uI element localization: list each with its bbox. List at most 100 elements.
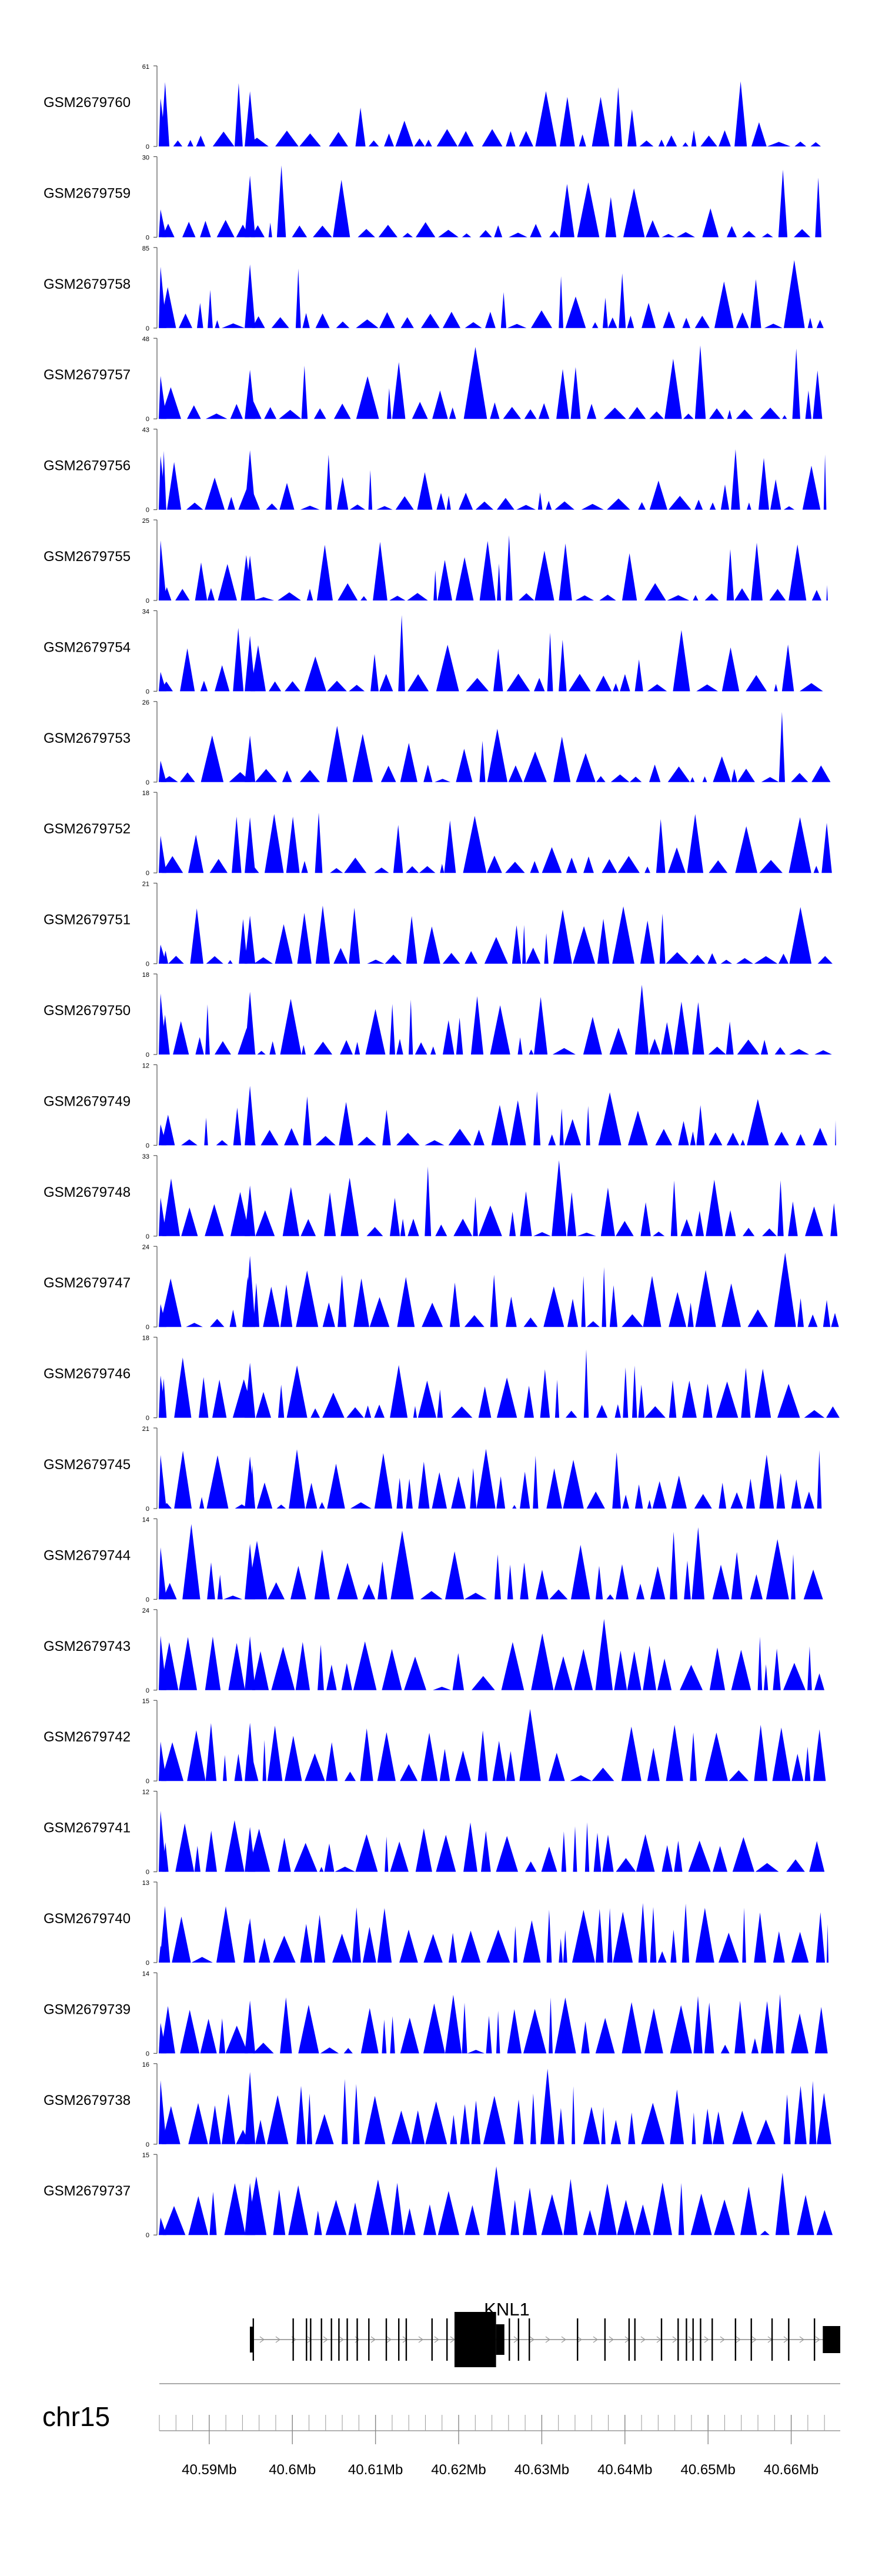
y-min-label: 0 (146, 234, 149, 241)
strand-arrow (799, 2336, 804, 2343)
coverage-peak (245, 1918, 256, 1963)
strand-arrow (434, 2336, 439, 2343)
track-label: GSM2679744 (44, 1547, 131, 1563)
strand-arrow (751, 2336, 757, 2343)
coverage-area (159, 81, 821, 146)
track-label: GSM2679743 (44, 1639, 131, 1654)
track-GSM2679746: GSM2679746 18 0 (44, 1335, 840, 1422)
track-label: GSM2679749 (44, 1093, 131, 1109)
y-min-label: 0 (146, 1142, 149, 1149)
strand-arrow (815, 2336, 820, 2343)
coverage-peak (245, 992, 256, 1055)
coverage-area (159, 1449, 822, 1509)
gene-exon (604, 2318, 606, 2361)
y-max-label: 61 (142, 64, 149, 71)
strand-arrow (307, 2336, 312, 2343)
y-max-label: 18 (142, 790, 149, 797)
strand-arrow (640, 2336, 646, 2343)
coverage-peak (159, 376, 166, 419)
coverage-peak (159, 1375, 166, 1418)
gene-exon (692, 2318, 694, 2361)
coverage-peak (159, 993, 166, 1055)
x-tick-label: 40.64Mb (597, 2462, 652, 2478)
gene-exon (577, 2318, 579, 2361)
coverage-peak (245, 1363, 256, 1418)
track-GSM2679740: GSM2679740 13 0 (44, 1880, 828, 1967)
coverage-peak (245, 2000, 256, 2054)
strand-arrow (418, 2336, 423, 2343)
track-label: GSM2679745 (44, 1457, 131, 1473)
coverage-area (159, 1253, 839, 1327)
gene-exon (330, 2318, 332, 2361)
gene-exon (634, 2318, 636, 2361)
strand-arrow (370, 2336, 376, 2343)
strand-arrow (736, 2336, 741, 2343)
strand-arrow (259, 2336, 265, 2343)
y-min-label: 0 (146, 1596, 149, 1603)
coverage-area (159, 1091, 836, 1146)
x-tick-label: 40.62Mb (431, 2462, 486, 2478)
y-max-label: 18 (142, 972, 149, 979)
coverage-area (159, 535, 828, 600)
gene-exon (249, 2327, 253, 2353)
track-GSM2679739: GSM2679739 14 0 (44, 1970, 830, 2057)
coverage-peak (159, 209, 166, 238)
track-label: GSM2679741 (44, 1820, 131, 1836)
y-max-label: 18 (142, 1335, 149, 1342)
gene-exon (446, 2318, 448, 2361)
y-max-label: 85 (142, 245, 149, 252)
y-max-label: 14 (142, 1970, 149, 1977)
track-label: GSM2679747 (44, 1275, 131, 1291)
x-tick-label: 40.6Mb (269, 2462, 316, 2478)
strand-arrow (275, 2336, 280, 2343)
coverage-area (159, 1349, 840, 1418)
strand-arrow (529, 2336, 534, 2343)
track-GSM2679760: GSM2679760 61 0 (44, 64, 821, 151)
coverage-peak (159, 456, 166, 510)
y-max-label: 24 (142, 1244, 149, 1251)
coverage-peak (245, 1827, 256, 1872)
coverage-peak (245, 817, 256, 873)
gene-exon (320, 2318, 322, 2361)
track-GSM2679757: GSM2679757 48 0 (44, 336, 826, 423)
coverage-area (159, 1903, 828, 1963)
x-tick-label: 40.61Mb (348, 2462, 403, 2478)
y-min-label: 0 (146, 1687, 149, 1694)
strand-arrow (593, 2336, 598, 2343)
coverage-peak (159, 2217, 166, 2235)
track-GSM2679747: GSM2679747 24 0 (44, 1244, 839, 1331)
coverage-peak (159, 1741, 166, 1781)
track-GSM2679745: GSM2679745 21 0 (44, 1426, 822, 1513)
gene-exon (734, 2318, 737, 2361)
y-max-label: 15 (142, 2152, 149, 2159)
y-max-label: 26 (142, 699, 149, 706)
gene-exon (823, 2326, 840, 2353)
coverage-peak (159, 540, 166, 600)
gene-exon (346, 2318, 348, 2361)
gene-exon (750, 2318, 752, 2361)
coverage-peak (159, 945, 166, 964)
gene-exon (628, 2318, 630, 2361)
coverage-area (159, 449, 827, 510)
coverage-peak (245, 1456, 256, 1509)
y-min-label: 0 (146, 598, 149, 605)
y-min-label: 0 (146, 688, 149, 695)
track-GSM2679756: GSM2679756 43 0 (44, 427, 827, 514)
coverage-peak (159, 1304, 166, 1327)
gene-exon (677, 2318, 679, 2361)
gene-exon (517, 2318, 520, 2361)
track-label: GSM2679756 (44, 458, 131, 474)
track-label: GSM2679754 (44, 639, 131, 655)
y-min-label: 0 (146, 870, 149, 877)
gene-exon (813, 2318, 816, 2361)
coverage-peak (245, 636, 256, 692)
track-GSM2679741: GSM2679741 12 0 (44, 1789, 827, 1876)
y-max-label: 15 (142, 1698, 149, 1705)
y-min-label: 0 (146, 325, 149, 332)
coverage-peak (245, 1256, 256, 1327)
y-max-label: 30 (142, 154, 149, 161)
gene-exon (788, 2318, 790, 2361)
strand-arrow (720, 2336, 725, 2343)
gene-exon (496, 2324, 505, 2355)
gene-exon (700, 2318, 701, 2361)
